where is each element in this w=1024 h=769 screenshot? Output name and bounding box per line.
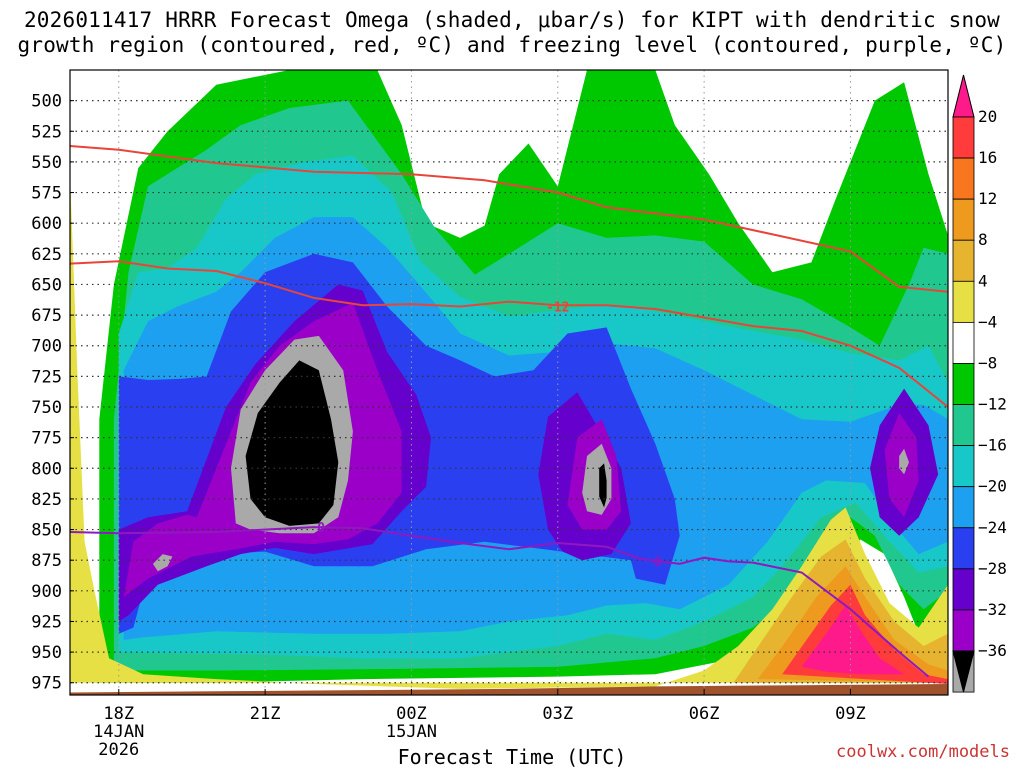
colorbar-label-12: −32 bbox=[978, 600, 1007, 619]
y-tick-label-950: 950 bbox=[31, 643, 62, 663]
x-tick-label-03Z: 03Z bbox=[542, 704, 573, 724]
credit-text: coolwx.com/models bbox=[836, 742, 1010, 762]
colorbar-cell-3 bbox=[952, 198, 975, 241]
y-tick-label-925: 925 bbox=[31, 612, 62, 632]
y-tick-label-600: 600 bbox=[31, 214, 62, 234]
y-axis: 500 525 550 575 600 625 650 675 700 725 750 775 800 8… bbox=[31, 92, 74, 694]
omega-region--36-13 bbox=[152, 554, 173, 572]
colorbar-cell-7 bbox=[952, 363, 975, 405]
colorbar-cell-6 bbox=[952, 321, 975, 364]
x-tick-year-18Z: 2026 bbox=[98, 740, 139, 760]
colorbar-label-13: −36 bbox=[978, 641, 1007, 660]
y-tick-label-750: 750 bbox=[31, 398, 62, 418]
omega-region-lt-36-15 bbox=[245, 360, 339, 526]
y-tick-label-850: 850 bbox=[31, 521, 62, 541]
colorbar-top-arrow bbox=[952, 74, 975, 118]
chart-title-line-2: growth region (contoured, red, ºC) and f… bbox=[17, 33, 1007, 57]
y-tick-label-700: 700 bbox=[31, 337, 62, 357]
y-tick-label-500: 500 bbox=[31, 92, 62, 112]
y-tick-label-575: 575 bbox=[31, 184, 62, 204]
colorbar-cell-9 bbox=[952, 445, 975, 488]
colorbar-cell-12 bbox=[952, 568, 975, 611]
contour-line-0 bbox=[70, 145, 948, 293]
contour-label-minus12: -12 bbox=[546, 300, 569, 315]
y-tick-label-975: 975 bbox=[31, 674, 62, 694]
colorbar-cell-2 bbox=[952, 157, 975, 200]
colorbar-label-7: −12 bbox=[978, 395, 1007, 414]
x-tick-label-18Z: 18Z bbox=[103, 704, 134, 724]
colorbar-label-6: −8 bbox=[978, 353, 997, 372]
y-tick-label-900: 900 bbox=[31, 582, 62, 602]
colorbar-label-11: −28 bbox=[978, 559, 1007, 578]
x-tick-label-00Z: 00Z bbox=[396, 704, 427, 724]
contour-label-zero-1: 0 bbox=[654, 555, 662, 570]
omega-region-20-21 bbox=[801, 605, 905, 675]
colorbar-cell-4 bbox=[952, 239, 975, 282]
contour-line-1 bbox=[70, 260, 948, 408]
colorbar-label-4: 4 bbox=[978, 271, 988, 290]
y-tick-label-800: 800 bbox=[31, 459, 62, 479]
plot-frame bbox=[69, 69, 949, 696]
colorbar-cell-1 bbox=[952, 116, 975, 159]
temperature-contours: -12 0 0 bbox=[70, 145, 948, 678]
grid-lines bbox=[70, 70, 948, 695]
colorbar-label-5: −4 bbox=[978, 312, 997, 331]
omega-region-lt-36-16 bbox=[599, 463, 607, 508]
colorbar-cell-10 bbox=[952, 486, 975, 529]
x-tick-label-21Z: 21Z bbox=[250, 704, 281, 724]
colorbar-cell-13 bbox=[952, 609, 975, 652]
x-tick-label-06Z: 06Z bbox=[689, 704, 720, 724]
colorbar-label-3: 8 bbox=[978, 230, 988, 249]
terrain-strip bbox=[70, 684, 948, 695]
y-tick-label-525: 525 bbox=[31, 122, 62, 142]
y-tick-label-825: 825 bbox=[31, 490, 62, 510]
chart-title-line-1: 2026011417 HRRR Forecast Omega (shaded, … bbox=[23, 8, 1001, 32]
colorbar-cell-11 bbox=[952, 527, 975, 570]
x-tick-date-18Z: 14JAN bbox=[93, 722, 144, 742]
colorbar-bottom-arrow bbox=[952, 650, 975, 693]
colorbar-label-8: −16 bbox=[978, 436, 1007, 455]
colorbar-label-1: 16 bbox=[978, 148, 997, 167]
contour-line-2 bbox=[70, 526, 930, 678]
x-axis-title: Forecast Time (UTC) bbox=[397, 745, 627, 769]
y-tick-label-625: 625 bbox=[31, 245, 62, 265]
colorbar-cell-8 bbox=[952, 404, 975, 447]
y-tick-label-550: 550 bbox=[31, 153, 62, 173]
y-tick-label-775: 775 bbox=[31, 429, 62, 449]
colorbar: 20 16 12 8 4 −4 −8 −12 −16 −20 −24 −28 −32 −36 bbox=[952, 74, 1007, 693]
contour-label-zero-0: 0 bbox=[317, 521, 325, 536]
colorbar-label-10: −24 bbox=[978, 518, 1007, 537]
y-tick-label-675: 675 bbox=[31, 306, 62, 326]
colorbar-label-0: 20 bbox=[978, 107, 997, 126]
colorbar-label-9: −20 bbox=[978, 477, 1007, 496]
colorbar-label-2: 12 bbox=[978, 189, 997, 208]
colorbar-cell-5 bbox=[952, 280, 975, 323]
omega-shading bbox=[70, 70, 948, 695]
y-tick-label-725: 725 bbox=[31, 367, 62, 387]
x-tick-label-09Z: 09Z bbox=[835, 704, 866, 724]
y-tick-label-875: 875 bbox=[31, 551, 62, 571]
y-tick-label-650: 650 bbox=[31, 275, 62, 295]
x-tick-date-00Z: 15JAN bbox=[386, 722, 437, 742]
